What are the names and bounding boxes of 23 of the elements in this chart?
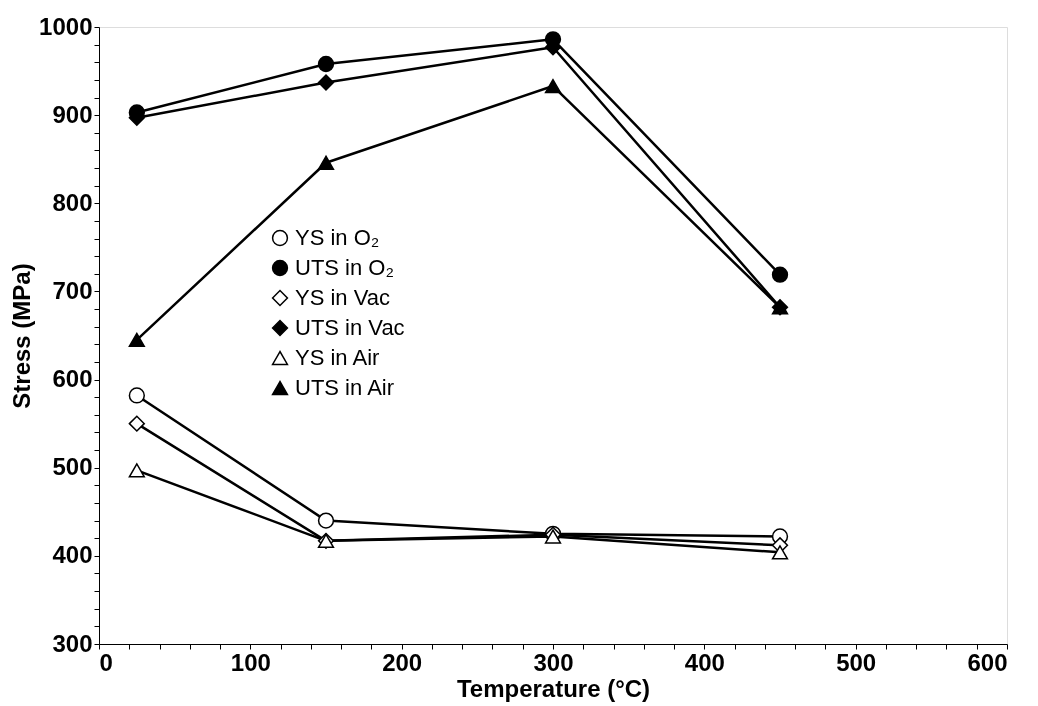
y-tick-label: 800	[52, 188, 93, 216]
y-axis-title: Stress (MPa)	[8, 263, 36, 409]
legend-label: UTS in Air	[295, 375, 395, 400]
legend-label: UTS in Vac	[295, 315, 405, 340]
x-tick-label: 600	[967, 648, 1008, 676]
x-tick-label: 100	[230, 648, 271, 676]
y-tick-label: 300	[52, 629, 93, 657]
y-tick-label: 700	[52, 276, 93, 304]
y-tick-label: 1000	[39, 12, 93, 40]
legend-label: YS in Air	[295, 345, 380, 370]
x-axis-title: Temperature (°C)	[456, 674, 651, 702]
legend-label: YS in O₂	[295, 225, 380, 250]
x-tick-label: 500	[836, 648, 877, 676]
x-tick-label: 0	[99, 648, 113, 676]
y-tick-label: 500	[52, 453, 93, 481]
legend-label: YS in Vac	[295, 285, 390, 310]
x-tick-label: 200	[382, 648, 423, 676]
y-tick-label: 400	[52, 541, 93, 569]
y-tick-label: 600	[52, 365, 93, 393]
y-tick-label: 900	[52, 100, 93, 128]
x-tick-label: 400	[684, 648, 725, 676]
x-tick-label: 300	[533, 648, 574, 676]
legend-label: UTS in O₂	[295, 255, 394, 280]
